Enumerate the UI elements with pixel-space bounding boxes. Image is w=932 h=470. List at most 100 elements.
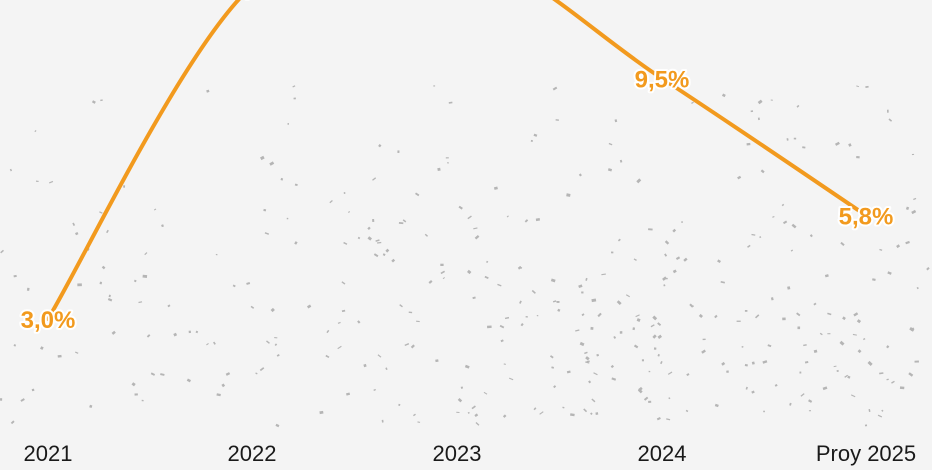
speckle-mark [796,312,801,317]
speckle-mark [293,97,296,100]
speckle-mark [77,283,82,287]
speckle-mark [911,153,915,156]
speckle-mark [633,258,637,261]
speckle-mark [844,374,849,378]
speckle-mark [702,338,706,341]
speckle-mark [633,344,639,349]
speckle-mark [751,390,755,394]
speckle-mark [619,159,623,163]
speckle-mark [721,361,726,366]
speckle-mark [726,370,729,373]
speckle-mark [607,168,613,172]
speckle-mark [662,276,667,281]
speckle-mark [813,349,818,354]
speckle-mark [402,219,407,223]
speckle-mark [698,313,704,319]
speckle-mark [519,300,522,304]
speckle-mark [800,393,805,397]
speckle-mark [464,364,470,369]
speckle-mark [879,372,884,375]
speckle-mark [840,241,845,247]
speckle-mark [246,282,251,285]
speckle-mark [483,391,488,395]
speckle-mark [557,308,561,312]
speckle-mark [886,345,890,349]
speckle-mark [215,253,218,256]
speckle-mark [552,300,557,303]
speckle-mark [91,100,96,104]
speckle-mark [905,206,910,211]
speckle-mark [808,399,813,403]
speckle-mark [616,300,622,306]
speckle-mark [608,142,613,146]
speckle-mark [372,177,377,181]
speckle-mark [657,322,662,327]
speckle-mark [802,146,806,149]
speckle-mark [167,304,171,308]
speckle-mark [49,180,54,184]
speckle-mark [664,253,668,257]
speckle-mark [307,304,312,309]
speckle-mark [653,347,657,350]
speckle-mark [686,373,690,376]
speckle-mark [744,310,748,312]
speckle-mark [99,281,103,285]
speckle-mark [506,215,509,218]
speckle-mark [578,173,582,177]
data-labels-group: 3,0%12,0%13,0%9,5%5,8% [19,0,896,336]
speckle-mark [737,175,742,180]
speckle-mark [286,217,289,220]
speckle-mark [153,208,157,211]
speckle-mark [433,85,436,87]
speckle-mark [750,110,754,113]
speckle-mark [404,343,410,346]
speckle-mark [440,270,446,275]
speckle-mark [412,413,416,417]
speckle-mark [75,351,79,354]
speckle-mark [367,226,371,231]
speckle-mark [437,167,441,172]
speckle-mark [759,236,762,239]
speckle-mark [614,119,618,123]
speckle-mark [373,388,376,391]
speckle-mark [760,169,765,174]
speckle-mark [161,224,164,228]
speckle-mark [484,275,489,279]
speckle-mark [292,85,296,88]
speckle-mark [428,280,433,284]
speckle-mark [717,259,721,264]
speckle-mark [500,339,504,343]
speckle-mark [221,383,226,388]
data-label: 9,5% [635,67,690,94]
speckle-mark [905,240,910,245]
speckle-mark [751,361,755,365]
speckle-mark [474,413,479,418]
speckle-mark [206,89,210,93]
speckle-mark [881,409,884,412]
speckle-mark [556,301,560,303]
speckle-mark [896,244,901,249]
speckle-mark [294,183,298,186]
speckle-mark [508,377,514,381]
speckle-mark [397,150,400,154]
speckle-mark [188,330,192,334]
speckle-mark [530,139,533,142]
speckle-mark [562,406,565,409]
x-axis-tick-label: 2024 [638,441,687,466]
speckle-mark [213,341,216,345]
speckle-mark [650,324,655,328]
speckle-mark [416,320,420,323]
speckle-mark [555,119,559,121]
speckle-mark [789,402,792,406]
speckle-mark [797,326,801,330]
speckle-mark [762,360,768,364]
speckle-mark [146,334,151,338]
speckle-mark [848,143,852,147]
speckle-mark [10,420,15,425]
speckle-mark [787,286,791,290]
speckle-mark [260,155,265,161]
speckle-mark [867,360,873,366]
speckle-mark [487,325,492,329]
speckle-mark [847,375,851,379]
